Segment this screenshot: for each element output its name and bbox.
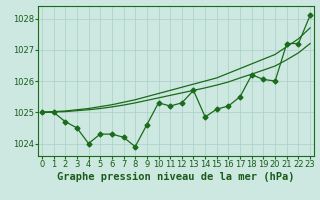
X-axis label: Graphe pression niveau de la mer (hPa): Graphe pression niveau de la mer (hPa) xyxy=(57,172,295,182)
